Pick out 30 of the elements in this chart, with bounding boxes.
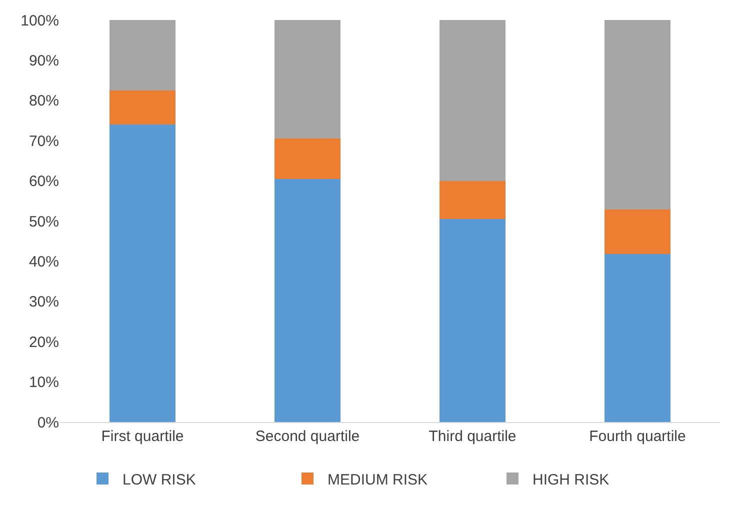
y-tick-label: 30% bbox=[28, 294, 59, 311]
y-tick-label: 0% bbox=[37, 414, 59, 432]
y-tick-label: 60% bbox=[28, 173, 59, 190]
y-tick-label: 50% bbox=[28, 213, 59, 230]
bar bbox=[110, 20, 176, 90]
x-tick-label: First quartile bbox=[101, 428, 184, 445]
y-tick-label: 70% bbox=[28, 132, 59, 150]
legend-label: HIGH RISK bbox=[532, 471, 610, 488]
bar bbox=[274, 178, 340, 422]
bar bbox=[110, 124, 176, 422]
y-tick-label: 40% bbox=[28, 253, 59, 270]
x-tick-label: Third quartile bbox=[428, 428, 516, 445]
bar bbox=[604, 254, 670, 422]
y-tick-label: 90% bbox=[28, 52, 59, 70]
legend-label: LOW RISK bbox=[122, 471, 196, 488]
bar bbox=[440, 180, 506, 219]
x-tick-label: Second quartile bbox=[255, 428, 360, 445]
y-tick-label: 20% bbox=[28, 334, 59, 351]
bar bbox=[110, 90, 176, 125]
y-tick-label: 100% bbox=[20, 12, 59, 30]
bar bbox=[604, 210, 670, 254]
bar bbox=[440, 218, 506, 422]
bar bbox=[604, 20, 670, 210]
bar bbox=[274, 20, 340, 139]
legend-label: MEDIUM RISK bbox=[328, 471, 428, 488]
bar bbox=[274, 138, 340, 179]
bar bbox=[440, 20, 506, 181]
y-tick-label: 10% bbox=[28, 374, 59, 392]
y-tick-label: 80% bbox=[28, 92, 59, 110]
x-tick-label: Fourth quartile bbox=[589, 428, 686, 445]
